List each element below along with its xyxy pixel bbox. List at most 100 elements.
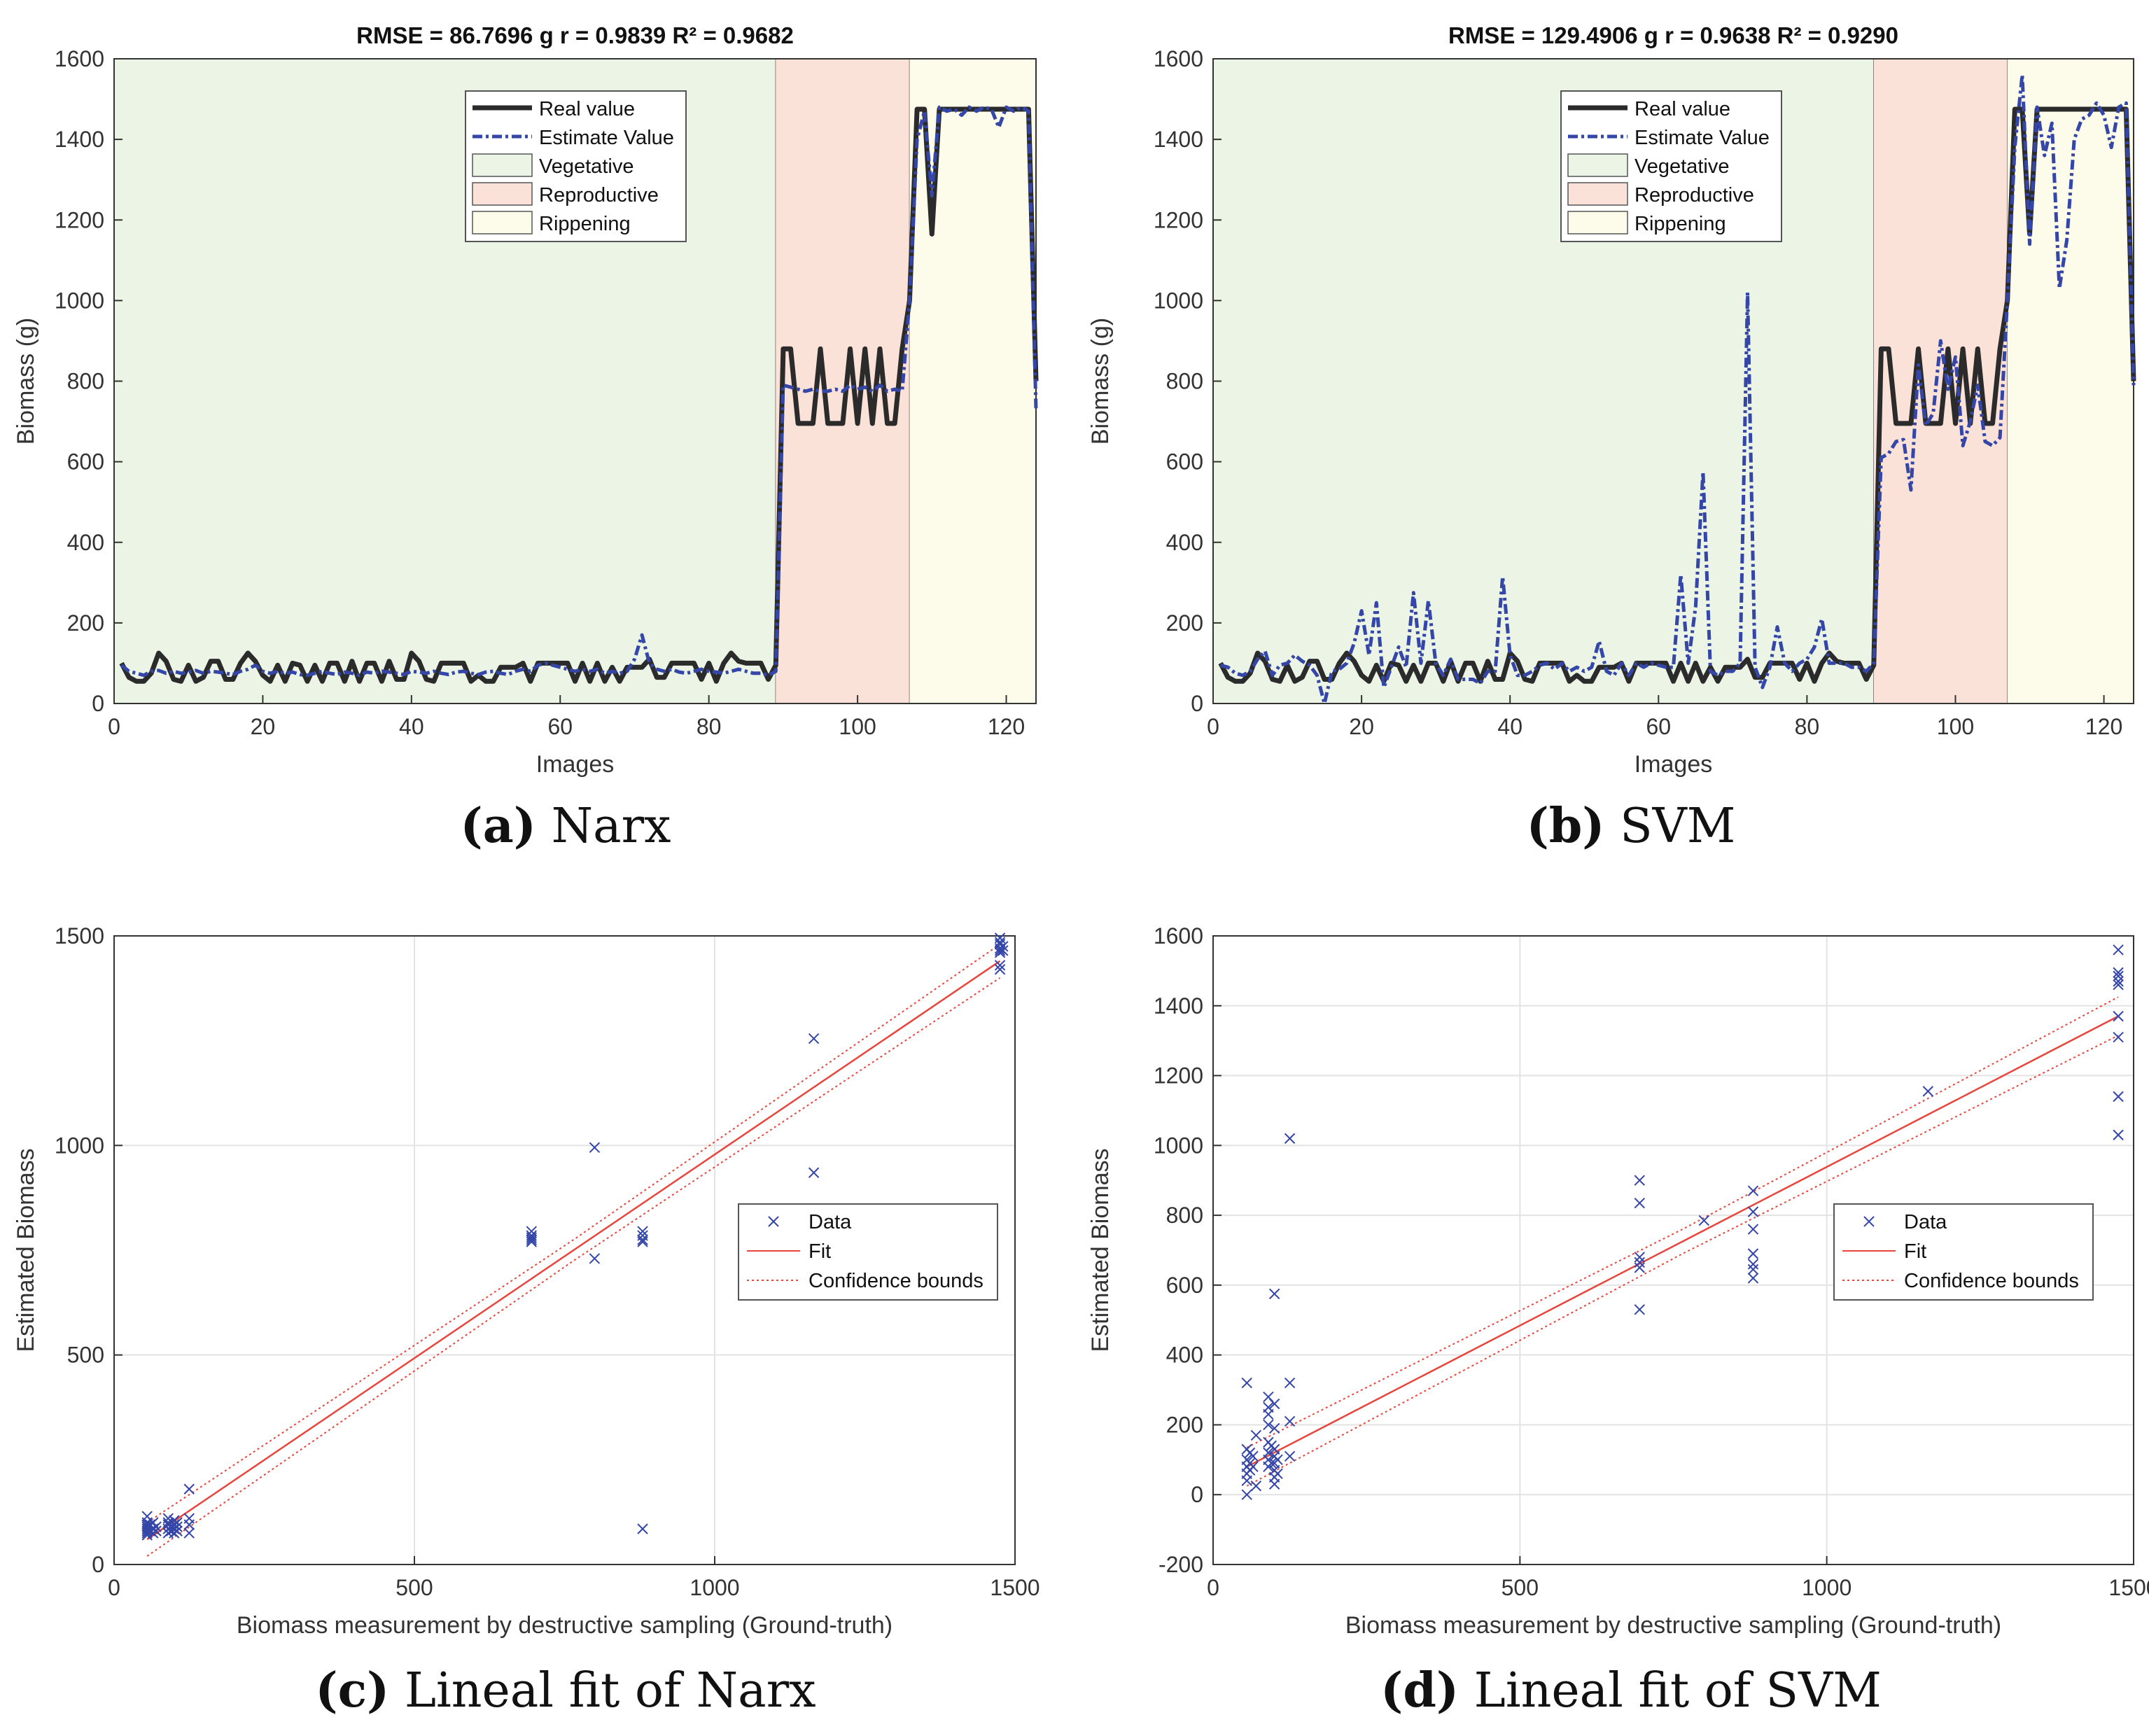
data-point: [994, 960, 1006, 971]
data-point-stroke: [2113, 979, 2124, 990]
data-point-stroke: [172, 1521, 183, 1532]
data-point-stroke: [1747, 1264, 1759, 1275]
data-point-stroke: [1241, 1475, 1252, 1486]
data-point: [1747, 1264, 1759, 1275]
data-point: [637, 1226, 648, 1237]
chart-a: 0 20 40 60 80 100 1200200400600800100012001400…: [13, 22, 1039, 778]
data-point: [172, 1521, 183, 1532]
legend-swatch: [768, 1216, 779, 1227]
data-point-stroke: [2113, 1031, 2124, 1043]
data-point: [1266, 1457, 1277, 1469]
legend-label: Vegetative: [539, 155, 634, 178]
data-point-stroke: [1268, 1422, 1280, 1434]
data-point: [150, 1521, 162, 1532]
data-point: [1634, 1197, 1645, 1209]
legend-label: Confidence bounds: [808, 1270, 983, 1292]
y-tick-label: 0: [92, 691, 104, 716]
y-tick-label: 1000: [55, 288, 104, 313]
y-tick-label: 1400: [1154, 993, 1203, 1018]
chart-title: RMSE = 86.7696 g r = 0.9839 R² = 0.9682: [356, 22, 794, 48]
y-axis-label: Estimated Biomass: [1087, 1149, 1114, 1352]
data-point-stroke: [994, 964, 1006, 975]
data-point-stroke: [1250, 1429, 1262, 1441]
fit-line: [1246, 1015, 2119, 1468]
data-point: [1922, 1086, 1934, 1097]
legend-label: Reproductive: [1634, 184, 1754, 206]
data-point-stroke: [637, 1236, 648, 1247]
data-point: [1263, 1419, 1274, 1431]
data-point: [1698, 1214, 1710, 1226]
data-point: [1634, 1175, 1645, 1186]
y-axis-label: Estimated Biomass: [13, 1149, 39, 1352]
y-tick-label: 600: [1166, 449, 1203, 475]
caption-c-text: Lineal fit of Narx: [404, 1663, 816, 1718]
data-point-stroke: [1747, 1248, 1759, 1259]
fit-line: [146, 960, 1001, 1541]
data-point-stroke: [150, 1521, 162, 1532]
data-point: [526, 1234, 538, 1245]
data-point-stroke: [1284, 1415, 1296, 1427]
data-point-stroke: [1263, 1391, 1274, 1403]
data-point: [808, 1032, 820, 1044]
y-tick-label: 800: [1166, 369, 1203, 394]
data-point-stroke: [1247, 1461, 1259, 1473]
data-point-stroke: [1698, 1214, 1710, 1226]
data-point-stroke: [1922, 1086, 1934, 1097]
data-point-stroke: [1247, 1450, 1259, 1462]
data-point-stroke: [1747, 1206, 1759, 1217]
legend-box: [738, 1203, 998, 1301]
y-tick-label: 800: [67, 369, 104, 394]
legend-box: [1833, 1203, 2094, 1301]
data-point: [1284, 1450, 1296, 1462]
x-tick-label: 80: [696, 714, 722, 739]
caption-b-text: SVM: [1620, 799, 1736, 854]
y-tick-label: 1600: [1154, 923, 1203, 948]
data-point-stroke: [1250, 1480, 1262, 1492]
legend-label: Estimate Value: [539, 127, 674, 149]
data-point-stroke: [141, 1525, 153, 1536]
data-point: [1634, 1304, 1645, 1315]
x-axis-label: Images: [536, 751, 615, 778]
chart-title: RMSE = 129.4906 g r = 0.9638 R² = 0.9290: [1448, 22, 1898, 48]
legend-label: Real value: [1634, 98, 1730, 120]
data-point: [1268, 1422, 1280, 1434]
data-point: [1634, 1262, 1645, 1273]
x-tick-label: 0: [108, 1575, 120, 1600]
caption-d-label: (d): [1380, 1662, 1460, 1718]
x-tick-label: 40: [1497, 714, 1522, 739]
data-point: [183, 1483, 195, 1494]
region-reproductive: [776, 59, 910, 704]
data-point: [808, 1167, 820, 1178]
legend-label: Confidence bounds: [1904, 1270, 2079, 1292]
data-point-stroke: [1284, 1377, 1296, 1389]
data-point: [1272, 1468, 1283, 1479]
data-point: [1250, 1480, 1262, 1492]
chart-panel-a: 0 20 40 60 80 100 120 0 200 400 600 800 1000 1200 1400…: [0, 0, 1074, 798]
legend-label: Data: [808, 1211, 852, 1233]
chart-panel-d: 050010001500-200020040060080010001200140…: [1074, 878, 2149, 1656]
y-tick-label: -200: [1158, 1552, 1203, 1577]
data-point: [1634, 1252, 1645, 1263]
legend-label: Vegetative: [1634, 155, 1729, 178]
confidence-bound-upper: [1246, 996, 2119, 1448]
data-point: [1747, 1248, 1759, 1259]
data-point-stroke: [997, 941, 1009, 952]
legend-label: Real value: [539, 98, 635, 120]
data-point-stroke: [2113, 1011, 2124, 1022]
data-point-stroke: [1241, 1377, 1252, 1389]
legend-label: Fit: [808, 1240, 831, 1263]
y-tick-label: 1400: [1154, 127, 1203, 152]
legend-swatch: [472, 182, 533, 206]
chart-c: 0 500 1000 1500 0 500 1000 1500 Biomass measurem…: [13, 923, 1040, 1639]
data-point: [1263, 1408, 1274, 1420]
data-point: [1747, 1273, 1759, 1284]
data-point-stroke: [2113, 1091, 2124, 1102]
data-point-stroke: [637, 1226, 648, 1237]
legend-swatch: [472, 153, 533, 177]
y-tick-label: 1200: [1154, 207, 1203, 232]
data-point-stroke: [997, 945, 1009, 956]
data-point-stroke: [526, 1234, 538, 1245]
data-point: [2113, 1129, 2124, 1141]
data-point: [2113, 970, 2124, 982]
data-point-stroke: [994, 960, 1006, 971]
